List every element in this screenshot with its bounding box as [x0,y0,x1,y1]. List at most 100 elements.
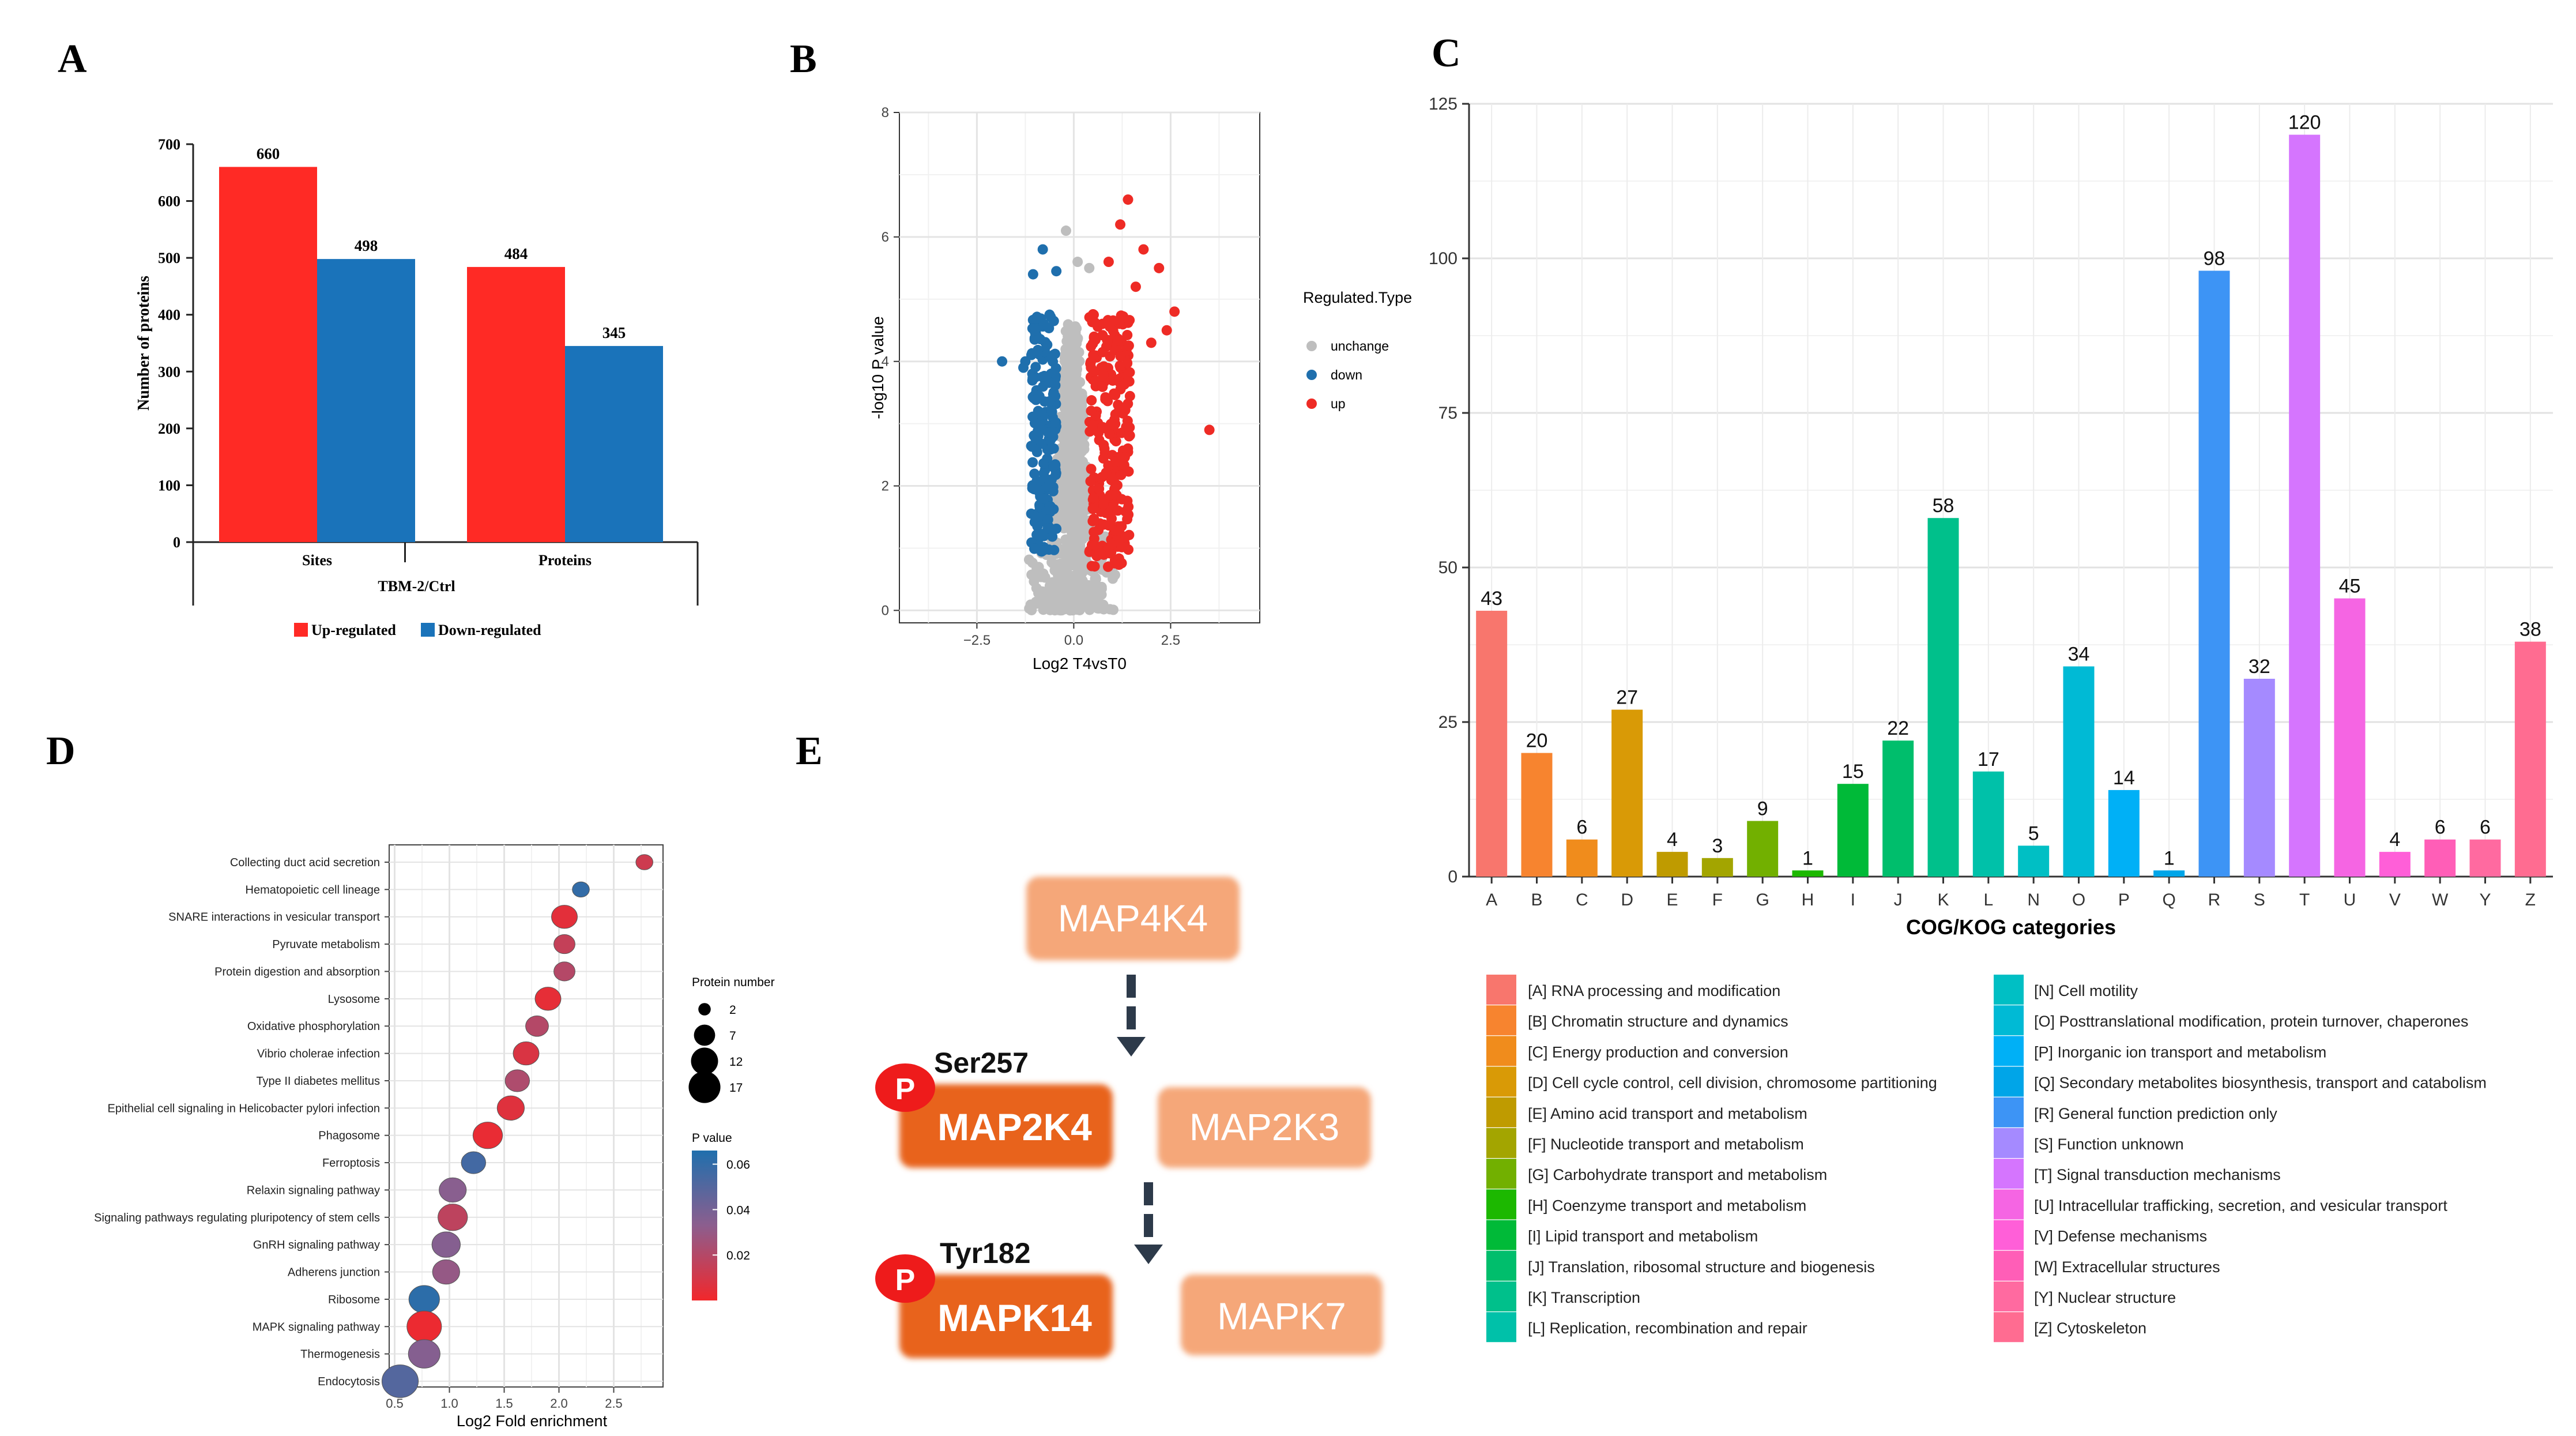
panel-label-b: B [790,37,817,81]
panel-c-cog-chart: C 025507510012543A20B6C27D4E3F9G1H15I22J… [1429,31,2553,1343]
x-tick-label: I [1851,890,1855,909]
legend-swatch-right [1994,1312,2024,1343]
pathway-bubble [551,905,578,929]
x-tick-label: 2.5 [605,1396,623,1411]
point-up [1086,561,1097,572]
bar-value-label: 6 [2435,817,2446,839]
legend-label-up: up [1331,396,1346,411]
y-tick-label: 0 [173,534,180,551]
point-down [1045,444,1056,455]
point-unchange [1072,494,1083,505]
y-axis-label: Number of proteins [135,276,153,411]
panel-a-bar-chart: A 0 100 200 300 400 500 600 700 Number of protei… [58,37,699,638]
x-category-label: Sites [302,552,332,569]
bar-q [2153,870,2185,877]
point-unchange [1064,383,1075,394]
point-down [1039,493,1050,504]
x-tick-label: 1.0 [440,1396,458,1411]
legend-swatch-left [1486,1281,1516,1311]
pathway-bubble [472,1122,503,1149]
point-unchange [1046,557,1057,567]
point-up [1089,366,1100,377]
pathway-label: Ferroptosis [322,1157,380,1170]
point-unchange [1072,443,1083,454]
bar-value-label: 14 [2113,767,2135,789]
point-unchange [1073,575,1084,586]
bar-value-label: 498 [355,237,378,254]
bar-l [1972,771,2004,877]
point-up [1105,321,1116,332]
point-up [1097,347,1108,358]
size-legend-label: 12 [729,1055,743,1069]
point-unchange [1023,554,1034,565]
map2k3-node: MAP2K3 [1158,1087,1371,1168]
bar-value-label: 38 [2519,619,2541,641]
legend-label-left: [H] Coenzyme transport and metabolism [1528,1197,1806,1214]
legend-swatch-left [1486,1189,1516,1220]
legend-swatch-left [1486,1036,1516,1066]
pathway-label: Epithelial cell signaling in Helicobacte… [108,1102,380,1115]
x-tick-label: L [1983,890,1993,909]
map2k4-label: MAP2K4 [937,1106,1092,1148]
bar-value-label: 34 [2068,644,2090,666]
point-unchange [1084,262,1095,273]
y-tick-label: 200 [158,420,180,437]
x-tick-label: S [2254,890,2265,909]
phospho-badge-label: P [895,1073,916,1106]
legend-swatch-right [1994,1066,2024,1097]
legend-label-left: [C] Energy production and conversion [1528,1043,1788,1061]
point-up [1102,561,1113,572]
y-tick-label: 125 [1429,95,1458,114]
bar-d [1611,709,1643,877]
legend-label-left: [D] Cell cycle control, cell division, c… [1528,1074,1937,1092]
legend-swatch-right [1994,1220,2024,1250]
legend-point-unchange [1306,341,1317,351]
point-up [1113,559,1124,570]
map4k4-node: MAP4K4 [1026,877,1240,960]
bar-value-label: 120 [2288,112,2321,134]
size-legend-dot [698,1003,711,1016]
bar-p [2108,790,2140,877]
point-unchange [1033,588,1044,599]
point-down [1038,381,1049,392]
x-tick-label: O [2072,890,2085,909]
point-up [1113,405,1124,416]
bar-b [1521,753,1553,877]
legend-swatch-right [1994,1005,2024,1036]
point-down [1027,457,1038,468]
legend-label-right: [U] Intracellular trafficking, secretion… [2034,1197,2447,1214]
bar-j [1882,740,1914,877]
point-up [1116,542,1127,552]
color-legend-label: 0.04 [726,1204,750,1217]
x-tick-label: P [2118,890,2130,909]
point-down [1050,460,1061,471]
bar-value-label: 98 [2204,247,2225,269]
point-up [1086,341,1097,352]
legend-label-unchange: unchange [1331,339,1389,354]
y-tick-label: 100 [158,477,180,494]
legend-label-right: [P] Inorganic ion transport and metaboli… [2034,1043,2326,1061]
point-unchange [1054,496,1065,507]
point-unchange [1069,343,1080,354]
point-unchange [1058,544,1069,555]
bar-k [1927,518,1959,877]
x-tick-label: 2.5 [1161,633,1180,648]
y-tick-label: 6 [882,230,889,245]
x-tick-label: E [1666,890,1678,909]
legend-label-down: down [1331,367,1362,382]
bar-value-label: 17 [1978,749,1999,770]
pathway-label: Thermogenesis [300,1348,380,1361]
point-unchange [1064,424,1075,435]
bar-value-label: 58 [1933,495,1954,517]
point-up [1089,317,1100,328]
point-unchange [1072,257,1083,268]
point-down [997,356,1008,367]
pathway-bubble [408,1339,440,1369]
pathway-label: GnRH signaling pathway [253,1239,380,1251]
point-down [1038,468,1049,479]
x-tick-label: D [1621,890,1633,909]
legend-swatch-left [1486,1312,1516,1343]
pathway-bubble [534,987,562,1011]
pathway-bubble [525,1015,549,1037]
bar-sites-down-regulated [317,259,415,542]
